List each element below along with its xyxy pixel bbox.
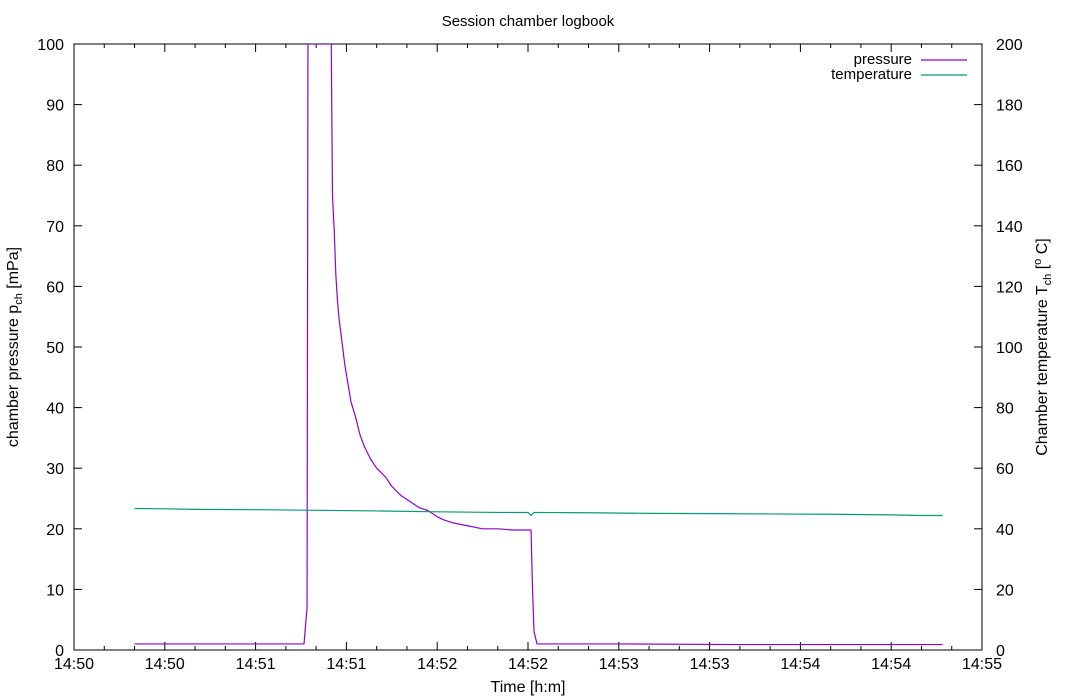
series-layer [134, 44, 943, 646]
y-tick-label: 90 [46, 98, 64, 115]
y2-axis-label: Chamber temperature Tch [o C] [1032, 238, 1054, 456]
x-tick-label: 14:50 [54, 656, 94, 673]
x-tick-label: 14:50 [145, 656, 185, 673]
y2-tick-label: 20 [996, 582, 1014, 599]
x-tick-label: 14:52 [417, 656, 457, 673]
y-tick-label: 10 [46, 582, 64, 599]
x-tick-label: 14:53 [599, 656, 639, 673]
y-tick-label: 100 [37, 37, 64, 54]
y-tick-label: 20 [46, 522, 64, 539]
x-tick-label: 14:53 [690, 656, 730, 673]
y-tick-label: 0 [55, 643, 64, 660]
y-axis-ticks: 0 10 20 30 40 50 60 70 80 90 100 [37, 37, 82, 660]
y2-tick-label: 120 [996, 279, 1023, 296]
chart-title: Session chamber logbook [442, 13, 615, 30]
y-tick-label: 70 [46, 219, 64, 236]
y-axis-label-unit: [mPa] [5, 247, 22, 293]
y2-axis-label-unit: [ [1034, 264, 1051, 273]
y-axis-label: chamber pressure pch [mPa] [5, 247, 25, 447]
y-tick-label: 50 [46, 340, 64, 357]
y-tick-label: 40 [46, 401, 64, 418]
y2-axis-ticks: 0 20 40 60 80 100 120 140 160 180 200 [974, 37, 1023, 660]
y-tick-label: 60 [46, 279, 64, 296]
y2-tick-label: 140 [996, 219, 1023, 236]
y2-tick-label: 160 [996, 158, 1023, 175]
y-tick-label: 80 [46, 158, 64, 175]
y2-axis-label-sub: ch [1042, 274, 1054, 286]
y2-tick-label: 80 [996, 401, 1014, 418]
y-tick-label: 30 [46, 461, 64, 478]
x-tick-label: 14:52 [508, 656, 548, 673]
x-tick-label: 14:54 [871, 656, 911, 673]
y2-tick-label: 180 [996, 98, 1023, 115]
x-axis-label: Time [h:m] [491, 679, 566, 696]
x-axis-ticks: 14:50 14:50 14:51 14:51 14:52 14:52 14:53 14:53… [54, 44, 1002, 673]
y2-tick-label: 40 [996, 522, 1014, 539]
legend-label-temperature: temperature [831, 66, 912, 83]
y2-axis-label-degree: o [1032, 259, 1044, 265]
x-tick-label: 14:54 [780, 656, 820, 673]
series-line-temperature [134, 507, 943, 517]
x-tick-label: 14:51 [326, 656, 366, 673]
x-tick-label: 14:51 [236, 656, 276, 673]
y2-axis-label-tail: C] [1034, 238, 1051, 258]
y2-tick-label: 60 [996, 461, 1014, 478]
y2-tick-label: 100 [996, 340, 1023, 357]
y2-tick-label: 0 [996, 643, 1005, 660]
x-tick-label: 14:55 [962, 656, 1002, 673]
series-line-pressure [134, 44, 943, 646]
legend: pressure temperature [831, 51, 967, 83]
y-axis-label-sub: ch [13, 293, 25, 305]
y2-axis-label-main: Chamber temperature T [1034, 285, 1051, 456]
y-axis-label-main: chamber pressure p [5, 305, 22, 447]
y2-tick-label: 200 [996, 37, 1023, 54]
legend-label-pressure: pressure [854, 51, 912, 68]
